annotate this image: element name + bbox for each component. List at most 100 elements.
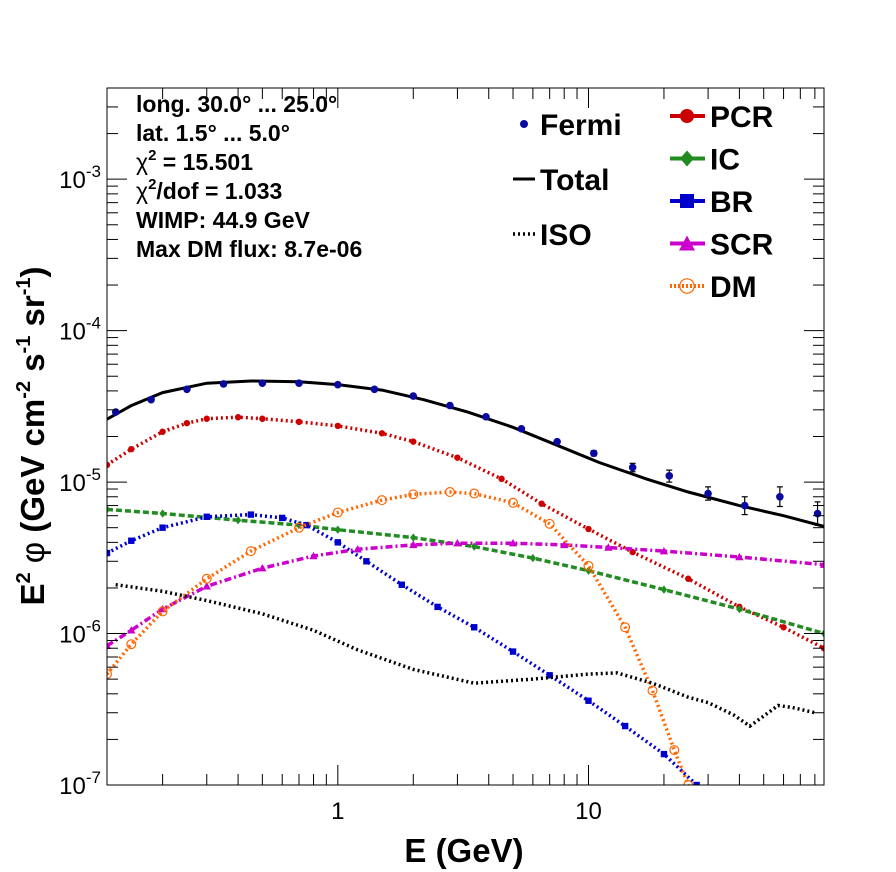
x-tick-label: 1 [331, 798, 344, 825]
series-point-br [585, 697, 592, 704]
series-point-br [279, 514, 286, 522]
axis-ticks [107, 87, 824, 786]
series-point-dm [444, 487, 455, 498]
series-point-dm [620, 622, 631, 633]
series-point-br [303, 521, 310, 529]
fermi-point [628, 463, 637, 472]
fermi-point [446, 401, 454, 410]
fermi-point [219, 380, 228, 388]
series-point-ic [410, 533, 417, 542]
series-line-scr [107, 541, 824, 648]
series-point-pcr [128, 445, 135, 453]
series-point-dm [544, 518, 555, 529]
series-point-pcr [159, 428, 166, 435]
series-point-scr [202, 582, 211, 590]
series-point-br [509, 648, 517, 655]
y-axis-title: E2 φ (GeV cm-2 s-1 sr-1) [13, 266, 51, 605]
legend-marker-br [680, 194, 694, 208]
y-tick-label: 10-6 [59, 617, 101, 649]
series-point-pcr [234, 414, 242, 421]
series-point-pcr [685, 575, 692, 582]
legend-item-scr: SCR [670, 229, 774, 262]
series-br [107, 511, 700, 785]
series-point-pcr [107, 461, 111, 469]
info-chi2-dof: χ2/dof = 1.033 [136, 176, 282, 204]
series-point-dm [126, 639, 137, 650]
series-point-scr [409, 540, 418, 549]
fermi-point [409, 392, 418, 400]
series-point-pcr [410, 438, 417, 445]
series-point-br [693, 781, 700, 785]
legend-item-pcr: PCR [670, 101, 774, 134]
y-tick-label: 10-5 [59, 465, 101, 497]
legend-item-br: BR [670, 186, 754, 219]
series-point-br [334, 539, 342, 546]
series-point-scr [353, 545, 362, 553]
info-chi2: χ2 = 15.501 [136, 147, 253, 175]
x-tick-labels: 1 10 [331, 798, 602, 825]
series-point-dm [201, 573, 212, 584]
series-point-ic [159, 509, 166, 518]
legend-label-pcr: PCR [710, 101, 774, 134]
series-point-dm [107, 669, 112, 680]
fermi-point [147, 395, 155, 404]
series-point-pcr [454, 454, 461, 461]
legend-marker-ic [680, 150, 694, 167]
series-point-scr [819, 560, 824, 568]
info-box: long. 30.0° ... 25.0° lat. 1.5° ... 5.0°… [136, 91, 362, 262]
series-point-pcr [538, 500, 545, 507]
series-line-ic [107, 507, 824, 636]
series-point-scr [508, 538, 518, 547]
fermi-point [553, 437, 561, 446]
series-line-pcr [107, 415, 824, 650]
y-tick-label: 10-3 [59, 162, 101, 194]
fermi-point [482, 412, 490, 421]
series-point-pcr [295, 418, 303, 426]
series-point-br [621, 722, 629, 730]
series-point-dm [508, 497, 519, 508]
series-point-pcr [498, 475, 505, 483]
fermi-point [776, 492, 784, 501]
series-point-scr [309, 551, 318, 560]
series-point-br [660, 750, 668, 758]
y-tick-label: 10-4 [59, 314, 101, 346]
fermi-point [517, 424, 526, 433]
info-wimp-mass: WIMP: 44.9 GeV [136, 207, 310, 233]
x-tick-label: 10 [575, 798, 602, 825]
fermi-point [813, 509, 822, 518]
legend-item-ic: IC [670, 144, 740, 177]
series-point-ic [660, 585, 668, 594]
series-dm [107, 487, 694, 785]
series-point-dm [647, 685, 658, 696]
series-point-br [434, 603, 441, 611]
series-point-br [546, 672, 553, 679]
series-point-dm [376, 495, 387, 506]
series-point-pcr [259, 415, 266, 422]
series-point-br [203, 513, 210, 520]
series-point-ic [334, 525, 342, 534]
series-point-pcr [334, 422, 342, 430]
legend-right: PCR IC BR SCR DM [670, 101, 774, 304]
legend-item-fermi: Fermi [520, 109, 622, 142]
series-point-pcr [183, 419, 191, 427]
series-iso [115, 582, 816, 729]
fermi-point [295, 379, 303, 387]
series-point-ic [107, 505, 111, 514]
series-line-br [107, 512, 698, 785]
series-point-scr [604, 543, 613, 551]
series-point-br [398, 581, 406, 588]
fermi-data-points [111, 379, 822, 526]
legend-label-dm: DM [710, 271, 757, 304]
x-axis-title: E (GeV) [404, 832, 523, 869]
info-latitude: lat. 1.5° ... 5.0° [136, 120, 290, 146]
series-point-scr [659, 546, 669, 555]
series-point-ic [234, 516, 242, 525]
plot-series [107, 379, 824, 785]
series-point-br [247, 511, 255, 518]
series-point-br [363, 558, 370, 565]
series-point-ic [529, 553, 537, 563]
info-longitude: long. 30.0° ... 25.0° [136, 91, 337, 117]
series-point-br [128, 537, 135, 544]
legend-marker-dm [679, 278, 695, 294]
fermi-point [258, 379, 267, 387]
